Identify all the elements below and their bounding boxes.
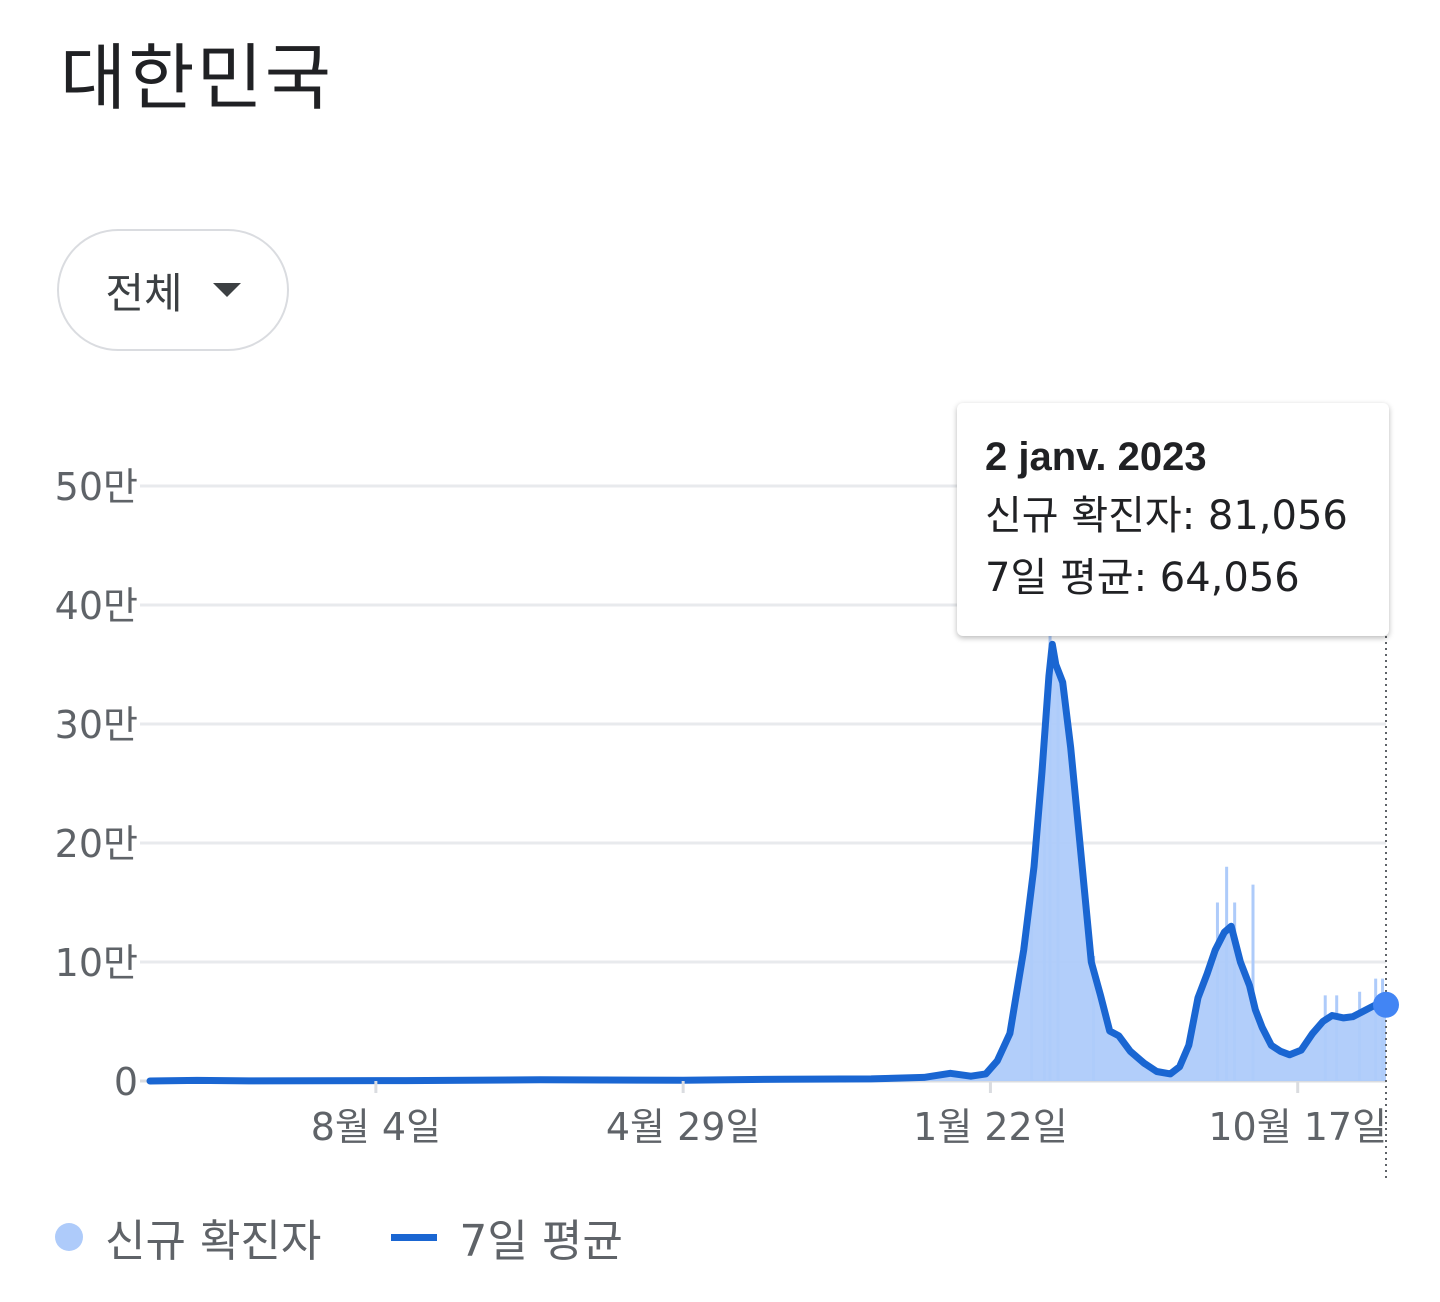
legend-label-average: 7일 평균 — [459, 1216, 623, 1267]
new-cases-area — [150, 644, 1386, 1081]
average-line — [146, 640, 1390, 1085]
legend-item-new-cases[interactable]: 신규 확진자 — [55, 1205, 321, 1269]
x-tick-label: 4월 29일 — [606, 1105, 761, 1149]
legend-item-average[interactable]: 7일 평균 — [321, 1205, 623, 1269]
tooltip: 2 janv. 2023 신규 확진자: 81,056 7일 평균: 64,05… — [957, 403, 1389, 636]
hover-marker — [1373, 991, 1399, 1018]
tooltip-new-cases: 신규 확진자: 81,056 — [985, 493, 1348, 539]
x-tick-label: 8월 4일 — [311, 1105, 441, 1149]
y-tick-label: 30만 — [55, 703, 138, 747]
legend-dot-icon — [55, 1223, 83, 1251]
filter-label: 전체 — [105, 268, 183, 318]
y-tick-label: 10만 — [55, 941, 138, 985]
y-tick-label: 0 — [114, 1060, 138, 1104]
tooltip-date: 2 janv. 2023 — [985, 435, 1207, 479]
caret-down-icon — [212, 283, 241, 297]
y-tick-label: 40만 — [55, 584, 138, 628]
x-tick-label: 10월 17일 — [1208, 1105, 1387, 1149]
x-tick-label: 1월 22일 — [913, 1105, 1068, 1149]
y-tick-label: 50만 — [55, 465, 138, 509]
tooltip-average: 7일 평균: 64,056 — [985, 555, 1300, 601]
legend: 신규 확진자 7일 평균 — [55, 1205, 623, 1269]
legend-label-new-cases: 신규 확진자 — [105, 1216, 322, 1267]
filter-dropdown[interactable]: 전체 — [57, 229, 289, 351]
y-tick-label: 20만 — [55, 822, 138, 866]
legend-line-icon — [391, 1233, 438, 1241]
page-title: 대한민국 — [60, 36, 333, 120]
